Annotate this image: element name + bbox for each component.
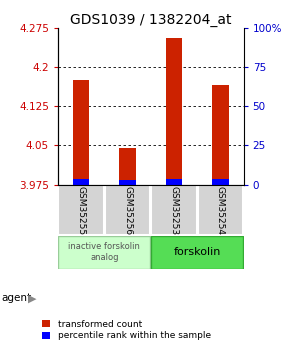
Text: GSM35256: GSM35256 [123, 186, 132, 235]
Text: GSM35254: GSM35254 [216, 186, 225, 235]
Text: forskolin: forskolin [173, 247, 221, 257]
Bar [166, 179, 182, 185]
Bar [73, 179, 89, 185]
Bar [212, 85, 229, 185]
Bar [166, 38, 182, 185]
Text: inactive forskolin
analog: inactive forskolin analog [68, 242, 140, 263]
Legend: transformed count, percentile rank within the sample: transformed count, percentile rank withi… [42, 320, 211, 341]
Text: GSM35253: GSM35253 [169, 186, 179, 235]
Bar [198, 185, 243, 235]
Title: GDS1039 / 1382204_at: GDS1039 / 1382204_at [70, 12, 231, 27]
Bar [119, 180, 136, 185]
Text: GSM35255: GSM35255 [77, 186, 86, 235]
Bar [59, 236, 150, 269]
Bar [119, 148, 136, 185]
Bar [59, 185, 104, 235]
Text: agent: agent [1, 294, 32, 303]
Bar [151, 236, 243, 269]
Bar [151, 185, 197, 235]
Bar [73, 80, 89, 185]
Bar [105, 185, 150, 235]
Text: ▶: ▶ [28, 294, 36, 304]
Bar [212, 179, 229, 185]
